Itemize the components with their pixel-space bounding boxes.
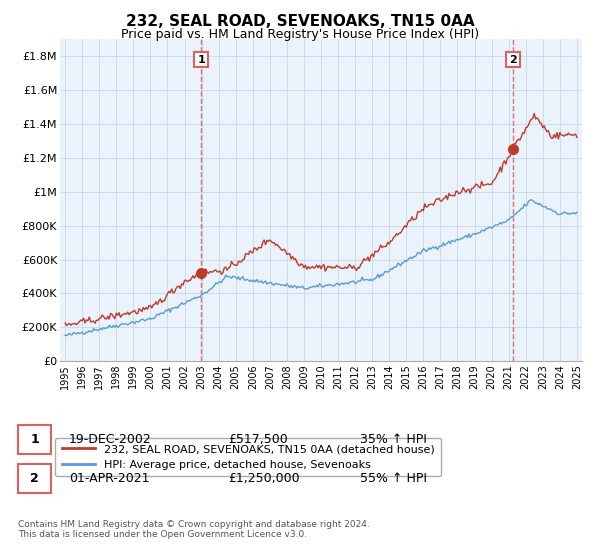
Text: 2: 2 xyxy=(509,54,517,64)
Text: 01-APR-2021: 01-APR-2021 xyxy=(69,472,149,486)
Text: 35% ↑ HPI: 35% ↑ HPI xyxy=(360,433,427,446)
Text: £517,500: £517,500 xyxy=(228,433,288,446)
Text: 1: 1 xyxy=(197,54,205,64)
Text: 55% ↑ HPI: 55% ↑ HPI xyxy=(360,472,427,486)
Text: 2: 2 xyxy=(30,472,39,486)
Text: 1: 1 xyxy=(30,433,39,446)
Text: Price paid vs. HM Land Registry's House Price Index (HPI): Price paid vs. HM Land Registry's House … xyxy=(121,28,479,41)
Text: 19-DEC-2002: 19-DEC-2002 xyxy=(69,433,152,446)
Text: £1,250,000: £1,250,000 xyxy=(228,472,299,486)
Text: 232, SEAL ROAD, SEVENOAKS, TN15 0AA: 232, SEAL ROAD, SEVENOAKS, TN15 0AA xyxy=(125,14,475,29)
Legend: 232, SEAL ROAD, SEVENOAKS, TN15 0AA (detached house), HPI: Average price, detach: 232, SEAL ROAD, SEVENOAKS, TN15 0AA (det… xyxy=(55,437,442,477)
Text: Contains HM Land Registry data © Crown copyright and database right 2024.
This d: Contains HM Land Registry data © Crown c… xyxy=(18,520,370,539)
